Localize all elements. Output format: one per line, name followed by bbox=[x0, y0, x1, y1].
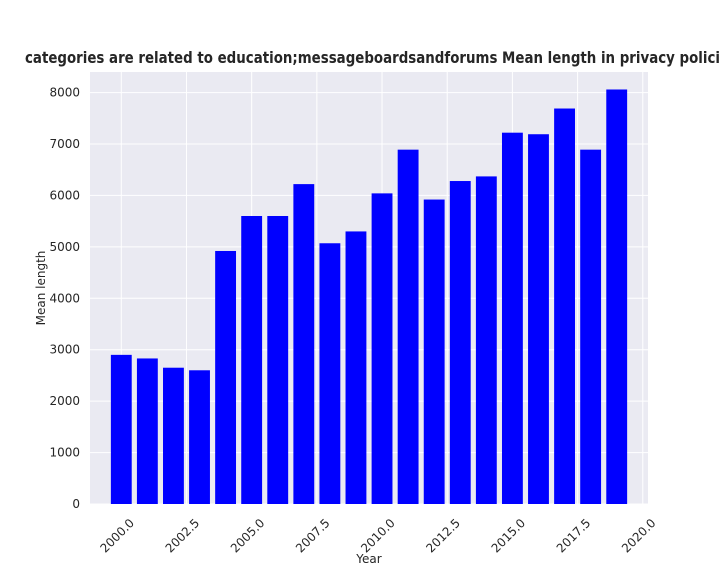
x-tick-label: 2015.0 bbox=[489, 516, 529, 556]
y-tick-label: 0 bbox=[72, 497, 80, 511]
y-tick-label: 5000 bbox=[49, 240, 80, 254]
bar-2006 bbox=[267, 216, 289, 504]
y-tick-labels: 0 1000 2000 3000 4000 5000 6000 7000 8000 bbox=[49, 86, 80, 511]
bars bbox=[110, 89, 628, 505]
x-tick-label: 2020.0 bbox=[619, 516, 659, 556]
y-tick-label: 2000 bbox=[49, 394, 80, 408]
x-axis-label: Year bbox=[355, 552, 381, 566]
bar-2000 bbox=[110, 354, 132, 504]
bar-2015 bbox=[501, 132, 523, 504]
y-tick-label: 3000 bbox=[49, 343, 80, 357]
bar-2004 bbox=[215, 250, 237, 504]
chart-title: categories are related to education;mess… bbox=[25, 48, 720, 67]
bar-2014 bbox=[475, 176, 497, 504]
bar-2007 bbox=[293, 184, 315, 504]
bar-2010 bbox=[371, 193, 393, 504]
bar-2016 bbox=[528, 134, 549, 504]
bar-2019 bbox=[606, 89, 628, 504]
bar-2008 bbox=[319, 243, 341, 504]
bar-2011 bbox=[397, 149, 419, 504]
x-tick-label: 2002.5 bbox=[163, 516, 203, 556]
y-tick-label: 6000 bbox=[49, 188, 80, 202]
x-tick-label: 2007.5 bbox=[293, 516, 333, 556]
bar-2002 bbox=[163, 367, 184, 504]
x-tick-label: 2000.0 bbox=[97, 516, 137, 556]
bar-2009 bbox=[345, 231, 367, 504]
bar-2003 bbox=[189, 370, 210, 504]
bar-2017 bbox=[554, 108, 575, 504]
y-tick-label: 7000 bbox=[49, 137, 80, 151]
x-tick-label: 2010.0 bbox=[358, 516, 398, 556]
bar-2018 bbox=[580, 149, 602, 504]
x-tick-labels: 2000.0 2002.5 2005.0 2007.5 2010.0 2012.5 2015… bbox=[97, 516, 658, 556]
x-tick-label: 2005.0 bbox=[228, 516, 268, 556]
bar-2012 bbox=[423, 199, 445, 505]
y-tick-label: 4000 bbox=[49, 291, 80, 305]
y-axis-label: Mean length bbox=[34, 251, 48, 326]
y-tick-label: 8000 bbox=[49, 86, 80, 100]
x-tick-label: 2017.5 bbox=[554, 516, 594, 556]
bar-2013 bbox=[449, 181, 471, 504]
y-tick-label: 1000 bbox=[49, 446, 80, 460]
x-tick-label: 2012.5 bbox=[423, 516, 463, 556]
bar-2005 bbox=[241, 216, 263, 504]
bar-2001 bbox=[136, 358, 158, 504]
